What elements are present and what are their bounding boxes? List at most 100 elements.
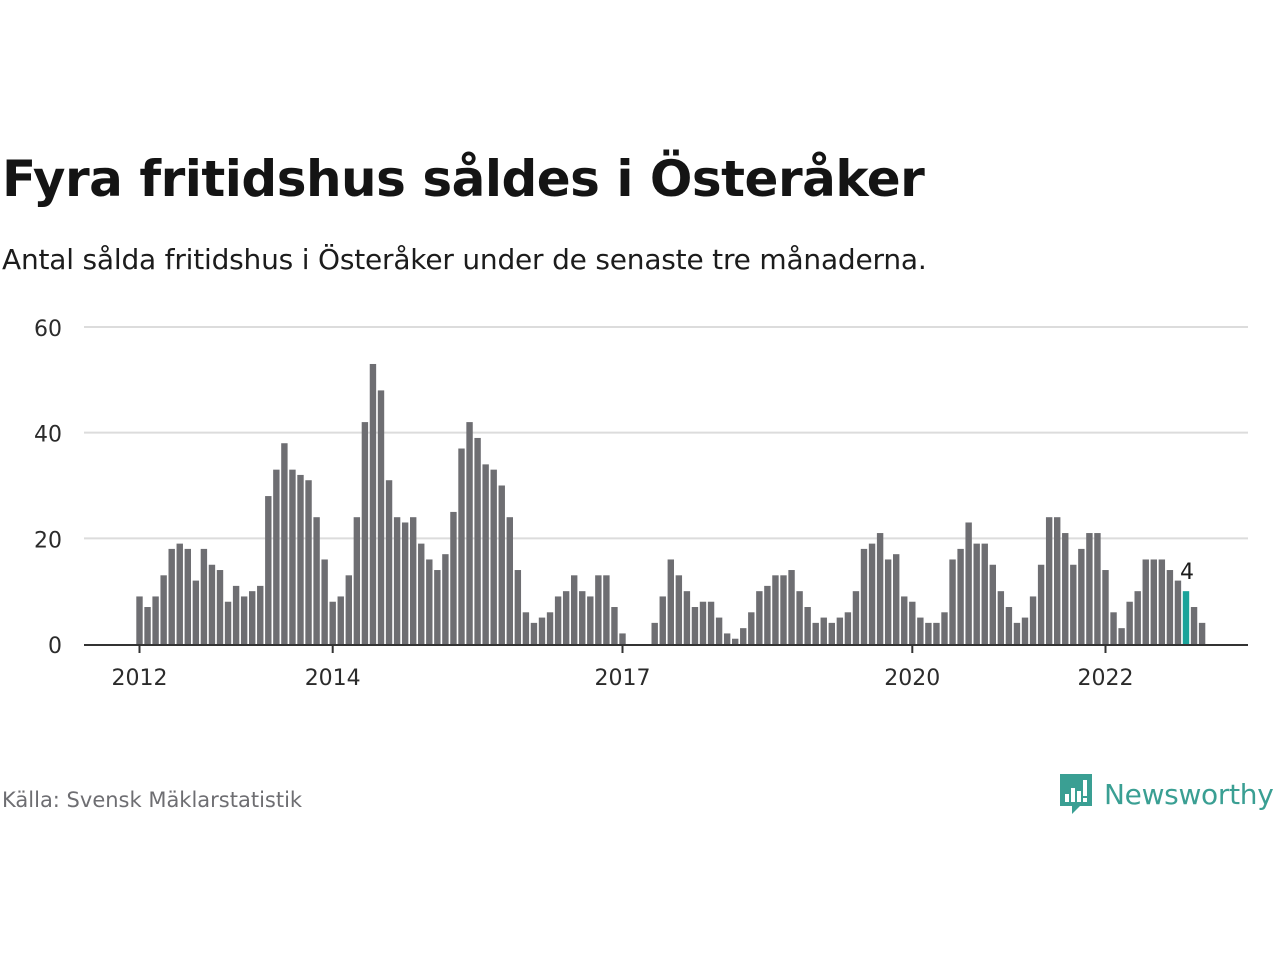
data-label: 4: [1180, 560, 1194, 585]
y-tick-label: 40: [34, 423, 62, 448]
bar: [490, 469, 497, 644]
bar: [152, 596, 159, 644]
bar: [715, 617, 723, 644]
bar: [651, 622, 658, 644]
bar: [1005, 607, 1013, 644]
bar: [434, 570, 441, 644]
bar: [1086, 533, 1093, 644]
bar: [740, 628, 747, 644]
bar: [1013, 622, 1021, 644]
bar: [949, 559, 956, 644]
x-axis-ticks: 2012 2014 2017 2020 2022: [112, 645, 1134, 691]
bar: [788, 570, 795, 644]
bar: [748, 612, 755, 644]
bar: [450, 511, 457, 644]
bar: [933, 622, 940, 644]
bar: [1118, 628, 1125, 644]
bar: [909, 601, 916, 644]
bar: [410, 517, 417, 644]
bar: [973, 543, 980, 644]
bar: [281, 443, 288, 644]
bar: [305, 480, 312, 644]
bar: [893, 554, 900, 644]
chart-subtitle: Antal sålda fritidshus i Österåker under…: [2, 243, 927, 276]
bar: [538, 617, 546, 644]
bar: [756, 591, 763, 644]
bar: [160, 575, 167, 644]
bar: [611, 607, 618, 644]
bar: [820, 617, 827, 644]
bar: [240, 596, 248, 644]
bar: [514, 570, 522, 644]
bar: [369, 363, 377, 644]
bar: [257, 585, 264, 644]
bar: [482, 464, 489, 644]
bar: [562, 591, 570, 644]
chart-title: Fyra fritidshus såldes i Österåker: [2, 150, 925, 208]
bar: [1198, 622, 1206, 644]
bar: [337, 596, 344, 644]
bar: [297, 474, 304, 644]
bar: [144, 607, 151, 644]
bar: [289, 469, 296, 644]
bar: [136, 596, 143, 644]
bar: [587, 596, 594, 644]
bar: [860, 548, 868, 644]
bar: [780, 575, 787, 644]
bar: [273, 469, 280, 644]
annotations: 4: [1180, 560, 1194, 585]
y-axis-ticks: 0 20 40 60: [34, 317, 62, 659]
bar: [828, 622, 835, 644]
bar: [1150, 559, 1157, 644]
bar: [1021, 617, 1029, 644]
bar: [329, 601, 336, 644]
bar: [868, 543, 876, 644]
newsworthy-logo[interactable]: Newsworthy: [1058, 772, 1274, 816]
bar: [691, 607, 699, 644]
bar: [796, 591, 803, 644]
bar: [1174, 580, 1182, 644]
bar: [361, 422, 369, 644]
bar: [1166, 570, 1174, 644]
bar: [232, 585, 240, 644]
y-tick-label: 0: [48, 634, 62, 659]
brand-name: Newsworthy: [1104, 777, 1274, 811]
bar: [812, 622, 819, 644]
bar: [1126, 601, 1133, 644]
x-tick-label: 2012: [112, 666, 168, 691]
bar-chart-speech-bubble-icon: [1060, 774, 1092, 814]
bar: [401, 522, 409, 644]
y-tick-label: 20: [34, 528, 62, 553]
bar: [925, 622, 932, 644]
bar: [1158, 559, 1166, 644]
bar: [579, 591, 586, 644]
bar: [981, 543, 988, 644]
bar: [176, 543, 183, 644]
bar: [595, 575, 602, 644]
bar: [1037, 564, 1045, 644]
bar: [522, 612, 530, 644]
bar: [683, 591, 691, 644]
bar: [1045, 517, 1053, 644]
bar: [1062, 533, 1069, 644]
bar: [1078, 548, 1085, 644]
bar: [321, 559, 328, 644]
bar: [418, 543, 425, 644]
bar: [474, 437, 481, 644]
bar: [732, 638, 739, 644]
bar: [707, 601, 715, 644]
bar: [989, 564, 996, 644]
bar: [426, 559, 433, 644]
bar: [1190, 607, 1198, 644]
bar: [917, 617, 924, 644]
bar: [699, 601, 707, 644]
bar: [844, 612, 852, 644]
highlighted-bar: [1182, 591, 1190, 644]
bar: [506, 517, 513, 644]
bar: [1029, 596, 1037, 644]
bar: [659, 596, 666, 644]
bar: [498, 485, 505, 644]
bar: [667, 559, 674, 644]
bar: [619, 633, 626, 644]
bar: [345, 575, 352, 644]
